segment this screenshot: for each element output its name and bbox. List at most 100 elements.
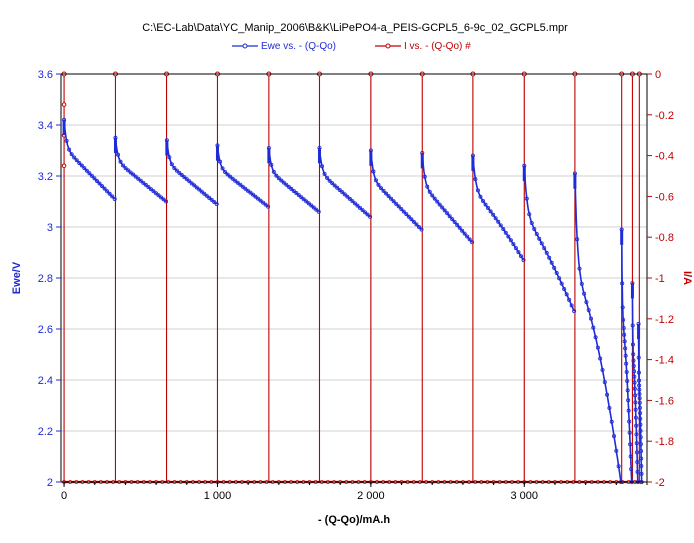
ewe-point [143,182,148,187]
ewe-point [72,155,77,160]
ewe-curve [318,147,371,218]
ewe-point [416,224,421,229]
ewe-point [105,189,110,194]
ewe-point [389,196,394,201]
ewe-point [184,177,189,182]
ewe-point [483,202,488,207]
ewe-point [452,219,457,224]
y-left-tick-label: 2.2 [38,426,53,438]
ewe-curve [63,119,116,200]
y-left-tick-label: 2.8 [38,273,53,285]
x-tick-label: 3 000 [511,490,539,502]
ewe-point [138,178,143,183]
y-right-tick-label: -1.8 [655,436,674,448]
ewe-point [357,205,362,210]
ewe-point [401,209,406,214]
ewe-point [332,183,337,188]
ewe-point [126,168,131,173]
ewe-point [89,173,94,178]
y-left-tick-label: 2.4 [38,375,53,387]
ewe-point [84,168,89,173]
ewe-point [235,180,240,185]
ewe-point [255,196,260,201]
ewe-point [493,216,498,221]
ewe-point [445,211,450,216]
ewe-point [455,222,460,227]
ewe-point [212,199,217,204]
ewe-point [202,191,207,196]
ewe-point [179,173,184,178]
ewe-point [189,181,194,186]
ewe-curve [268,147,320,213]
ewe-point [199,189,204,194]
y-right-tick-label: -1 [655,273,665,285]
ewe-point [345,194,350,199]
ewe-point [294,191,299,196]
ewe-point [355,203,360,208]
ewe-point [233,178,238,183]
ewe-point [363,210,368,215]
ewe-point [506,234,511,239]
ewe-point [248,190,253,195]
ewe-point [399,206,404,211]
y-right-tick-label: -0.6 [655,191,674,203]
x-axis: 0 1 000 2 000 3 000 [61,482,648,502]
ewe-point [396,204,401,209]
ewe-point [82,166,87,171]
legend-marker-ewe [242,43,248,49]
ewe-point [467,237,472,242]
ewe-point [409,217,414,222]
ewe-point [258,198,263,203]
ewe-point [151,189,156,194]
ewe-point [133,174,138,179]
ewe-point [74,158,79,163]
ewe-curve [620,229,633,483]
ewe-point [87,171,92,176]
ewe-curve [637,323,643,482]
ewe-point [501,227,506,232]
ewe-point [309,203,314,208]
ewe-point [194,185,199,190]
ewe-point [306,201,311,206]
y-axis-left: 2 2.2 2.4 2.6 2.8 3 3.2 3.4 3.6 [38,69,61,489]
ewe-curve [631,283,639,483]
ewe-point [352,201,357,206]
ewe-point [153,191,158,196]
y-left-tick-label: 3.6 [38,69,53,81]
ewe-point [488,209,493,214]
ewe-point [240,184,245,189]
ewe-point [128,170,133,175]
ewe-point [342,192,347,197]
ewe-point [97,181,102,186]
ewe-point [411,219,416,224]
current-point [61,163,67,169]
y-left-tick-label: 3.4 [38,120,53,132]
ewe-point [286,184,291,189]
ewe-point [381,188,386,193]
ewe-point [498,223,503,228]
ewe-point [450,217,455,222]
y-left-tick-label: 2 [47,477,53,489]
ewe-point [427,189,432,194]
ewe-point [131,172,136,177]
ewe-point [263,202,268,207]
ewe-curve [574,173,622,483]
ewe-point [123,166,128,171]
ewe-point [521,258,526,263]
current-point [61,102,67,107]
y-axis-right-label: I/A [681,271,693,285]
ewe-point [435,199,440,204]
ewe-point [121,163,126,168]
ewe-point [110,194,115,199]
ewe-point [491,212,496,217]
ewe-curve [523,165,575,312]
ewe-point [112,196,117,201]
ewe-point [94,178,99,183]
ewe-point [100,184,105,189]
ewe-point [197,187,202,192]
ewe-point [365,212,370,217]
ewe-point [337,187,342,192]
ewe-point [274,173,279,178]
ewe-point [518,254,523,259]
